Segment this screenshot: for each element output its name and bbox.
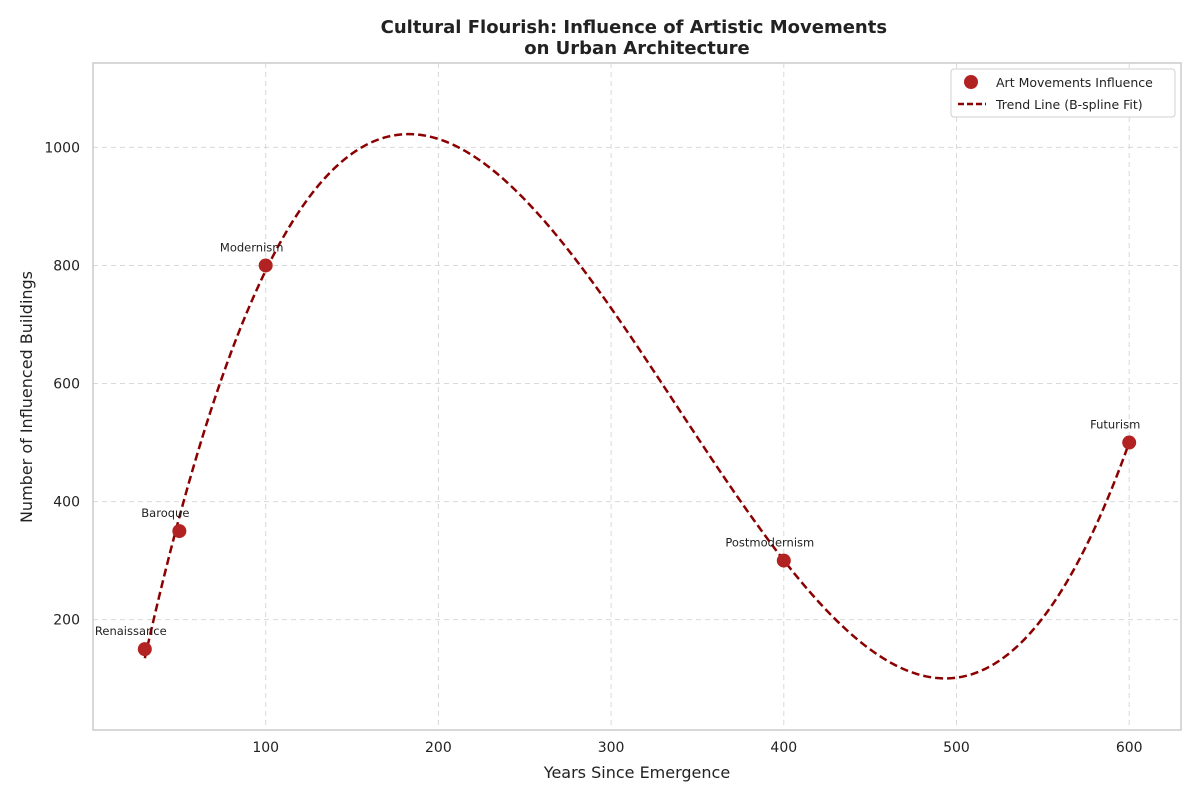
plot-frame: [92, 62, 1182, 731]
x-tick-label: 400: [770, 740, 797, 756]
scatter-point: [776, 553, 791, 568]
point-label: Renaissance: [95, 624, 167, 638]
scatter-points-layer: [137, 258, 1137, 657]
trend-line: [143, 132, 1131, 680]
x-tick-label: 600: [1116, 740, 1143, 756]
point-label: Baroque: [141, 506, 189, 520]
scatter-point: [137, 642, 152, 657]
x-tick-label: 500: [943, 740, 970, 756]
grid: [93, 63, 1181, 730]
y-tick-label: 800: [53, 258, 80, 274]
legend-scatter-marker: [964, 75, 978, 89]
y-tick-label: 400: [53, 495, 80, 511]
point-label: Postmodernism: [725, 536, 814, 550]
y-tick-label: 600: [53, 377, 80, 393]
legend-line-label: Trend Line (B-spline Fit): [995, 97, 1143, 112]
point-label: Futurism: [1090, 418, 1140, 432]
point-labels-layer: Renaissance Baroque Modernism Postmodernism…: [95, 240, 1140, 638]
x-axis-label: Years Since Emergence: [543, 763, 730, 782]
x-tick-label: 100: [252, 740, 279, 756]
trend-line-layer: [143, 132, 1131, 680]
legend-scatter-label: Art Movements Influence: [996, 75, 1153, 90]
y-tick-label: 200: [53, 613, 80, 629]
y-axis-label: Number of Influenced Buildings: [17, 271, 36, 523]
chart-title-line-2: on Urban Architecture: [524, 38, 750, 59]
chart-title: Cultural Flourish: Influence of Artistic…: [381, 17, 894, 59]
x-tick-label: 200: [425, 740, 452, 756]
legend-box: [950, 68, 1176, 118]
x-tick-label: 300: [598, 740, 625, 756]
scatter-point: [172, 524, 187, 539]
point-label: Modernism: [220, 240, 284, 254]
legend: Art Movements Influence Trend Line (B-sp…: [950, 68, 1176, 118]
y-tick-label: 1000: [44, 140, 80, 156]
axis-ticks: 100 200 300 400 500 600 200 400 600 800 1000: [44, 140, 1142, 756]
scatter-point: [1122, 435, 1137, 450]
chart-title-line-1: Cultural Flourish: Influence of Artistic…: [381, 17, 887, 38]
scatter-point: [258, 258, 273, 273]
